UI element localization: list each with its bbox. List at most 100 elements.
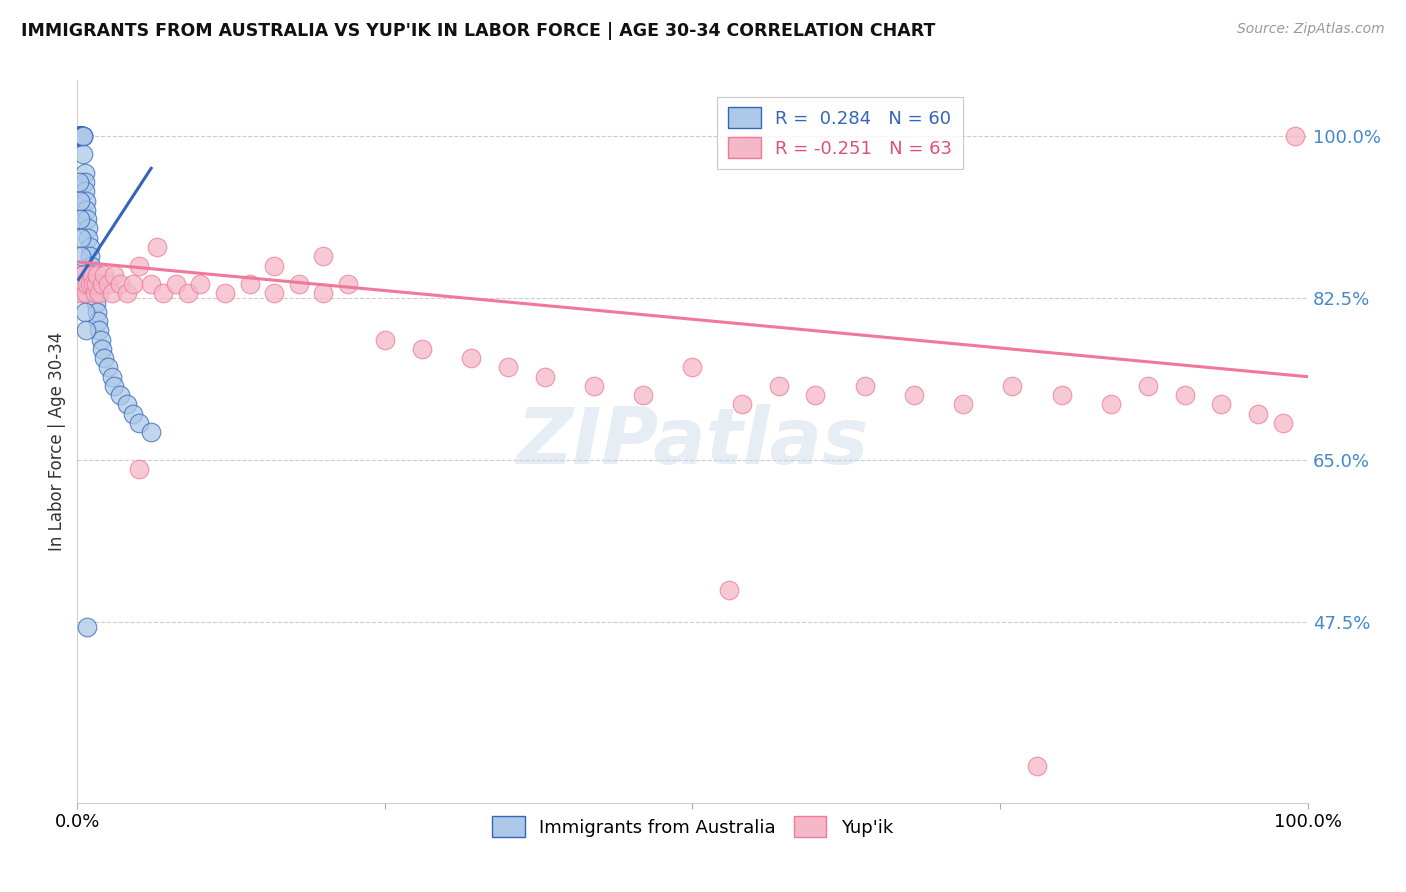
Point [110,277,132,291]
Point [82,277,104,291]
Point [73,166,96,180]
Point [1026,758,1049,772]
Point [804,388,827,402]
Point [1136,379,1159,393]
Point [1272,416,1295,430]
Point [263,259,285,273]
Point [90,277,114,291]
Point [263,286,285,301]
Point [177,286,200,301]
Point [90,342,114,356]
Point [72,128,94,143]
Point [152,286,174,301]
Point [84,277,107,291]
Point [73,305,96,319]
Point [103,379,125,393]
Point [70,128,93,143]
Point [115,286,138,301]
Point [82,277,104,291]
Point [73,277,96,291]
Point [718,582,741,597]
Point [67,175,90,189]
Point [67,128,90,143]
Point [1284,128,1306,143]
Point [146,240,169,254]
Point [583,379,606,393]
Point [768,379,790,393]
Point [115,397,138,411]
Point [411,342,433,356]
Point [128,259,150,273]
Point [69,128,91,143]
Point [128,416,150,430]
Point [731,397,754,411]
Point [682,360,704,375]
Point [97,360,120,375]
Point [69,128,91,143]
Point [77,231,100,245]
Legend: Immigrants from Australia, Yup'ik: Immigrants from Australia, Yup'ik [485,809,900,845]
Point [67,128,90,143]
Point [69,128,91,143]
Point [69,128,91,143]
Point [121,277,143,291]
Point [1174,388,1197,402]
Point [101,369,124,384]
Point [72,268,94,282]
Point [69,128,91,143]
Point [72,128,94,143]
Point [214,286,236,301]
Point [83,286,105,301]
Point [239,277,262,291]
Point [73,185,96,199]
Point [69,128,91,143]
Point [374,333,396,347]
Point [69,194,91,208]
Point [165,277,187,291]
Point [633,388,655,402]
Point [69,128,91,143]
Point [93,351,115,366]
Point [67,277,90,291]
Point [82,268,104,282]
Point [1099,397,1122,411]
Point [82,268,104,282]
Point [128,462,150,476]
Point [89,286,111,301]
Point [288,277,311,291]
Point [80,259,103,273]
Point [70,249,93,263]
Point [90,333,112,347]
Point [534,369,557,384]
Text: ZIPatlas: ZIPatlas [516,403,869,480]
Point [1211,397,1233,411]
Point [86,268,108,282]
Point [70,277,93,291]
Point [70,128,93,143]
Point [76,277,98,291]
Point [103,268,125,282]
Point [72,286,94,301]
Point [84,295,107,310]
Point [496,360,519,375]
Point [72,128,94,143]
Point [70,128,93,143]
Point [77,221,100,235]
Point [312,286,335,301]
Point [70,128,93,143]
Point [312,249,335,263]
Y-axis label: In Labor Force | Age 30-34: In Labor Force | Age 30-34 [48,332,66,551]
Text: Source: ZipAtlas.com: Source: ZipAtlas.com [1237,22,1385,37]
Point [1247,407,1270,421]
Point [337,277,360,291]
Text: IMMIGRANTS FROM AUSTRALIA VS YUP'IK IN LABOR FORCE | AGE 30-34 CORRELATION CHART: IMMIGRANTS FROM AUSTRALIA VS YUP'IK IN L… [21,22,935,40]
Point [75,194,97,208]
Point [69,212,91,227]
Point [75,323,97,337]
Point [70,268,93,282]
Point [76,620,98,634]
Point [93,268,115,282]
Point [70,231,93,245]
Point [76,212,98,227]
Point [853,379,876,393]
